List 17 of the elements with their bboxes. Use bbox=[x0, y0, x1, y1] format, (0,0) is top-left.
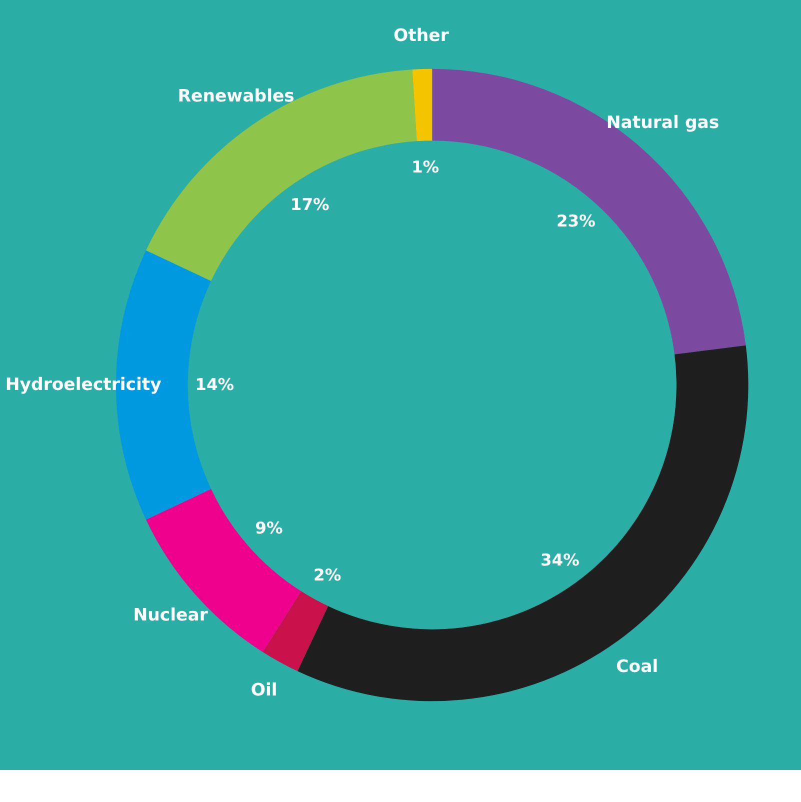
slice-label: Hydroelectricity bbox=[5, 374, 162, 395]
slice-label: Oil bbox=[250, 680, 278, 700]
data-label: 1% bbox=[411, 157, 440, 176]
slice-label: Other bbox=[393, 26, 450, 46]
data-label: 9% bbox=[255, 518, 283, 538]
data-label: 34% bbox=[540, 550, 580, 570]
slice-label: Coal bbox=[616, 656, 658, 677]
donut-slice bbox=[262, 591, 328, 672]
slice-label: Nuclear bbox=[133, 605, 208, 626]
slice-label: Natural gas bbox=[606, 113, 720, 134]
data-label: 23% bbox=[556, 212, 596, 231]
data-label: 2% bbox=[314, 565, 342, 584]
donut-slice bbox=[412, 68, 432, 142]
data-label: 14% bbox=[195, 374, 234, 394]
slice-label: Renewables bbox=[178, 86, 294, 106]
data-label: 17% bbox=[290, 194, 330, 214]
donut-slice bbox=[297, 345, 748, 701]
